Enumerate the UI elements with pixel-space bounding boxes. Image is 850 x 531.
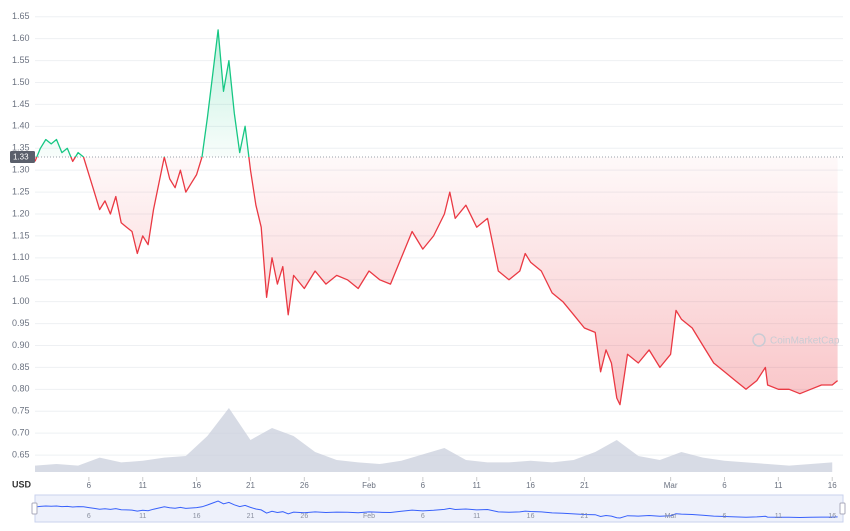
x-tick-label: 16: [192, 481, 201, 490]
y-tick-label: 1.25: [12, 186, 30, 196]
y-tick-label: 0.70: [12, 428, 30, 438]
x-tick-label: 26: [300, 481, 309, 490]
baseline-badge: [10, 151, 35, 164]
navigator-tick-label: Mar: [665, 513, 678, 520]
y-tick-label: 1.50: [12, 77, 30, 87]
navigator: [34, 494, 844, 523]
y-tick-label: 1.20: [12, 208, 30, 218]
navigator-tick-label: 11: [473, 513, 480, 520]
x-tick-label: 6: [722, 481, 727, 490]
y-tick-label: 1.40: [12, 121, 30, 131]
navigator-tick-label: 26: [300, 513, 308, 520]
y-tick-label: 1.55: [12, 55, 30, 65]
x-tick-label: 21: [580, 481, 589, 490]
navigator-tick-label: 11: [775, 513, 782, 520]
watermark: CoinMarketCap: [770, 336, 840, 347]
x-tick-label: 21: [246, 481, 255, 490]
y-tick-label: 1.45: [12, 99, 30, 109]
navigator-tick-label: 6: [421, 513, 425, 520]
y-tick-label: 1.05: [12, 274, 30, 284]
x-tick-label: 11: [139, 481, 148, 490]
navigator-tick-label: 6: [723, 513, 727, 520]
y-tick-label: 1.35: [12, 143, 30, 153]
volume-area: [35, 408, 833, 472]
y-tick-label: 1.00: [12, 296, 30, 306]
navigator-tick-label: 16: [527, 513, 535, 520]
x-tick-label: 11: [473, 481, 482, 490]
price-area: [35, 29, 838, 405]
y-tick-label: 0.80: [12, 384, 30, 394]
y-tick-label: 0.85: [12, 362, 30, 372]
x-tick-label: 16: [828, 481, 837, 490]
x-tick-label: 11: [774, 481, 783, 490]
y-tick-label: 1.60: [12, 33, 30, 43]
navigator-tick-label: 16: [193, 513, 201, 520]
y-tick-label: 1.10: [12, 252, 30, 262]
navigator-tick-label: 11: [139, 513, 146, 520]
x-tick-label: 6: [421, 481, 426, 490]
navigator-line: [34, 500, 838, 519]
y-tick-label: 1.15: [12, 230, 30, 240]
y-tick-label: 0.95: [12, 318, 30, 328]
watermark-icon: [752, 333, 766, 347]
x-tick-label: Mar: [664, 481, 678, 490]
x-tick-label: Feb: [362, 481, 376, 490]
y-tick-label: 1.65: [12, 11, 30, 21]
y-tick-label: 0.65: [12, 449, 30, 459]
x-tick-label: 6: [87, 481, 92, 490]
navigator-tick-label: Feb: [363, 513, 375, 520]
y-tick-label: 1.30: [12, 165, 30, 175]
y-tick-label: 0.90: [12, 340, 30, 350]
navigator-tick-label: 6: [87, 513, 91, 520]
baseline-label: 1.33: [13, 153, 29, 162]
price-line: [34, 29, 839, 406]
navigator-handle-left: [31, 502, 38, 515]
x-tick-label: 16: [526, 481, 535, 490]
navigator-tick-label: 16: [828, 513, 836, 520]
navigator-tick-label: 21: [247, 513, 255, 520]
y-axis-label: USD: [12, 479, 32, 489]
navigator-tick-label: 21: [581, 513, 589, 520]
y-tick-label: 0.75: [12, 406, 30, 416]
navigator-handle-right: [839, 502, 846, 515]
